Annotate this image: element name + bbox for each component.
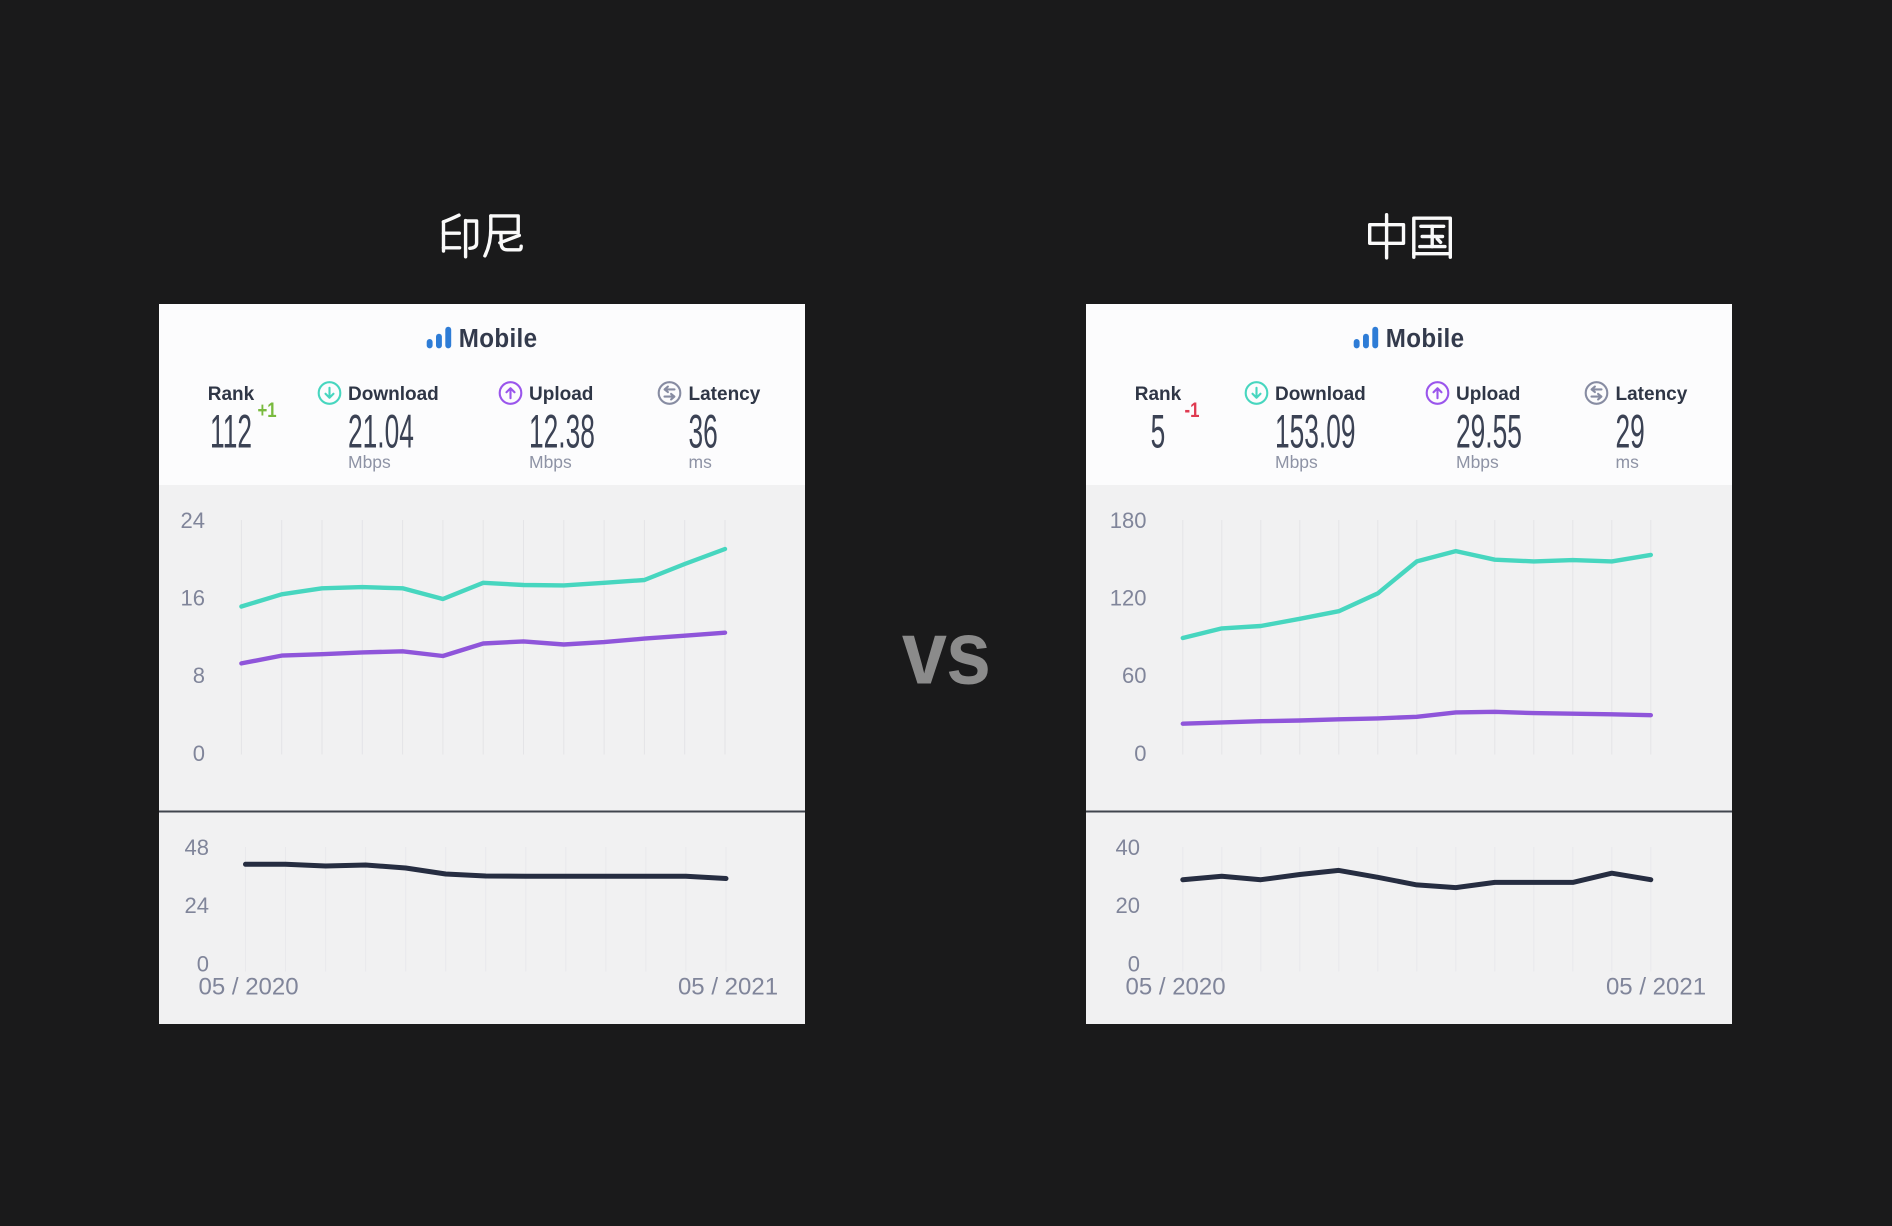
- svg-text:Mobile: Mobile: [459, 324, 538, 353]
- svg-text:05 / 2020: 05 / 2020: [199, 973, 299, 1000]
- svg-text:Upload: Upload: [1456, 384, 1520, 405]
- svg-text:ms: ms: [1616, 452, 1640, 472]
- svg-text:Download: Download: [348, 384, 439, 405]
- svg-text:Download: Download: [1275, 384, 1366, 405]
- svg-text:05 / 2021: 05 / 2021: [1606, 973, 1706, 1000]
- svg-text:16: 16: [181, 586, 205, 611]
- svg-text:40: 40: [1116, 835, 1140, 860]
- svg-text:5: 5: [1151, 407, 1166, 459]
- svg-text:Mbps: Mbps: [1275, 452, 1318, 472]
- svg-text:48: 48: [185, 835, 209, 860]
- svg-text:Mobile: Mobile: [1386, 324, 1465, 353]
- svg-text:21.04: 21.04: [348, 407, 414, 459]
- svg-text:Latency: Latency: [689, 384, 761, 405]
- svg-text:05 / 2020: 05 / 2020: [1126, 973, 1226, 1000]
- svg-text:120: 120: [1110, 586, 1147, 611]
- svg-text:0: 0: [193, 741, 205, 766]
- svg-text:vs: vs: [902, 602, 990, 703]
- svg-text:-1: -1: [1185, 399, 1200, 422]
- svg-text:Upload: Upload: [529, 384, 593, 405]
- svg-text:Rank: Rank: [1135, 384, 1182, 405]
- svg-text:05 / 2021: 05 / 2021: [678, 973, 778, 1000]
- svg-text:Latency: Latency: [1616, 384, 1688, 405]
- svg-text:24: 24: [185, 893, 209, 918]
- svg-text:180: 180: [1110, 508, 1147, 533]
- svg-text:24: 24: [181, 508, 205, 533]
- svg-text:Mbps: Mbps: [1456, 452, 1499, 472]
- svg-text:0: 0: [1128, 951, 1140, 976]
- svg-text:20: 20: [1116, 893, 1140, 918]
- svg-text:Mbps: Mbps: [529, 452, 572, 472]
- svg-text:12.38: 12.38: [529, 407, 595, 459]
- svg-text:29.55: 29.55: [1456, 407, 1522, 459]
- svg-text:36: 36: [689, 407, 718, 459]
- svg-text:0: 0: [1134, 741, 1146, 766]
- svg-text:Mbps: Mbps: [348, 452, 391, 472]
- svg-text:153.09: 153.09: [1275, 407, 1355, 459]
- svg-text:+1: +1: [258, 399, 278, 422]
- svg-text:Rank: Rank: [208, 384, 255, 405]
- svg-text:8: 8: [193, 663, 205, 688]
- svg-text:60: 60: [1122, 663, 1146, 688]
- svg-text:ms: ms: [689, 452, 713, 472]
- svg-text:0: 0: [197, 951, 209, 976]
- svg-text:29: 29: [1616, 407, 1645, 459]
- svg-text:112: 112: [210, 407, 252, 459]
